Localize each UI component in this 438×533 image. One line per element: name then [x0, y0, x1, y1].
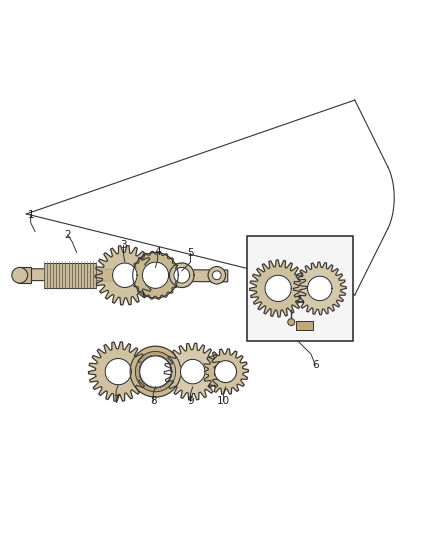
Circle shape	[12, 268, 28, 283]
Polygon shape	[307, 276, 332, 301]
Circle shape	[215, 361, 237, 383]
Text: 7: 7	[113, 395, 120, 405]
Polygon shape	[174, 268, 190, 283]
Text: 6: 6	[312, 360, 319, 370]
Bar	[247, 236, 353, 341]
Text: 3: 3	[120, 240, 127, 251]
Text: 2: 2	[64, 230, 71, 240]
Polygon shape	[203, 349, 248, 394]
Circle shape	[288, 319, 295, 326]
Circle shape	[212, 271, 221, 280]
Polygon shape	[135, 351, 176, 392]
Polygon shape	[140, 356, 171, 387]
Text: 9: 9	[187, 397, 194, 406]
Polygon shape	[265, 275, 291, 302]
Polygon shape	[18, 268, 31, 283]
Text: 8: 8	[150, 397, 157, 406]
Polygon shape	[293, 262, 346, 314]
Text: 1: 1	[27, 210, 34, 220]
Text: 5: 5	[187, 248, 194, 259]
Polygon shape	[130, 346, 181, 397]
Polygon shape	[142, 262, 169, 288]
Polygon shape	[95, 246, 155, 305]
Text: 4: 4	[154, 247, 161, 256]
Polygon shape	[133, 253, 178, 298]
Polygon shape	[88, 342, 148, 401]
Polygon shape	[22, 269, 228, 282]
Polygon shape	[164, 343, 221, 400]
Polygon shape	[139, 355, 172, 388]
Bar	[296, 321, 313, 330]
Polygon shape	[250, 260, 307, 317]
Bar	[44, 263, 96, 287]
Text: 10: 10	[217, 397, 230, 406]
Polygon shape	[105, 359, 131, 385]
Polygon shape	[170, 263, 194, 287]
Circle shape	[208, 266, 226, 284]
Polygon shape	[131, 251, 180, 299]
Polygon shape	[113, 263, 137, 287]
Polygon shape	[180, 359, 205, 384]
